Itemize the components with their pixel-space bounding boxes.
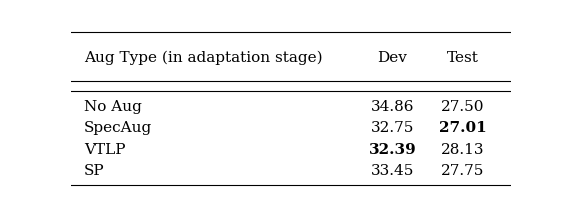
Text: SpecAug: SpecAug (84, 121, 152, 135)
Text: SP: SP (84, 164, 105, 178)
Text: 32.75: 32.75 (371, 121, 414, 135)
Text: 32.39: 32.39 (369, 142, 416, 156)
Text: No Aug: No Aug (84, 100, 142, 114)
Text: Test: Test (447, 51, 479, 65)
Text: 27.50: 27.50 (441, 100, 485, 114)
Text: Aug Type (in adaptation stage): Aug Type (in adaptation stage) (84, 51, 323, 65)
Text: Dev: Dev (377, 51, 407, 65)
Text: 27.01: 27.01 (439, 121, 487, 135)
Text: 27.75: 27.75 (441, 164, 485, 178)
Text: 28.13: 28.13 (441, 142, 485, 156)
Text: 33.45: 33.45 (371, 164, 414, 178)
Text: 34.86: 34.86 (370, 100, 414, 114)
Text: VTLP: VTLP (84, 142, 126, 156)
